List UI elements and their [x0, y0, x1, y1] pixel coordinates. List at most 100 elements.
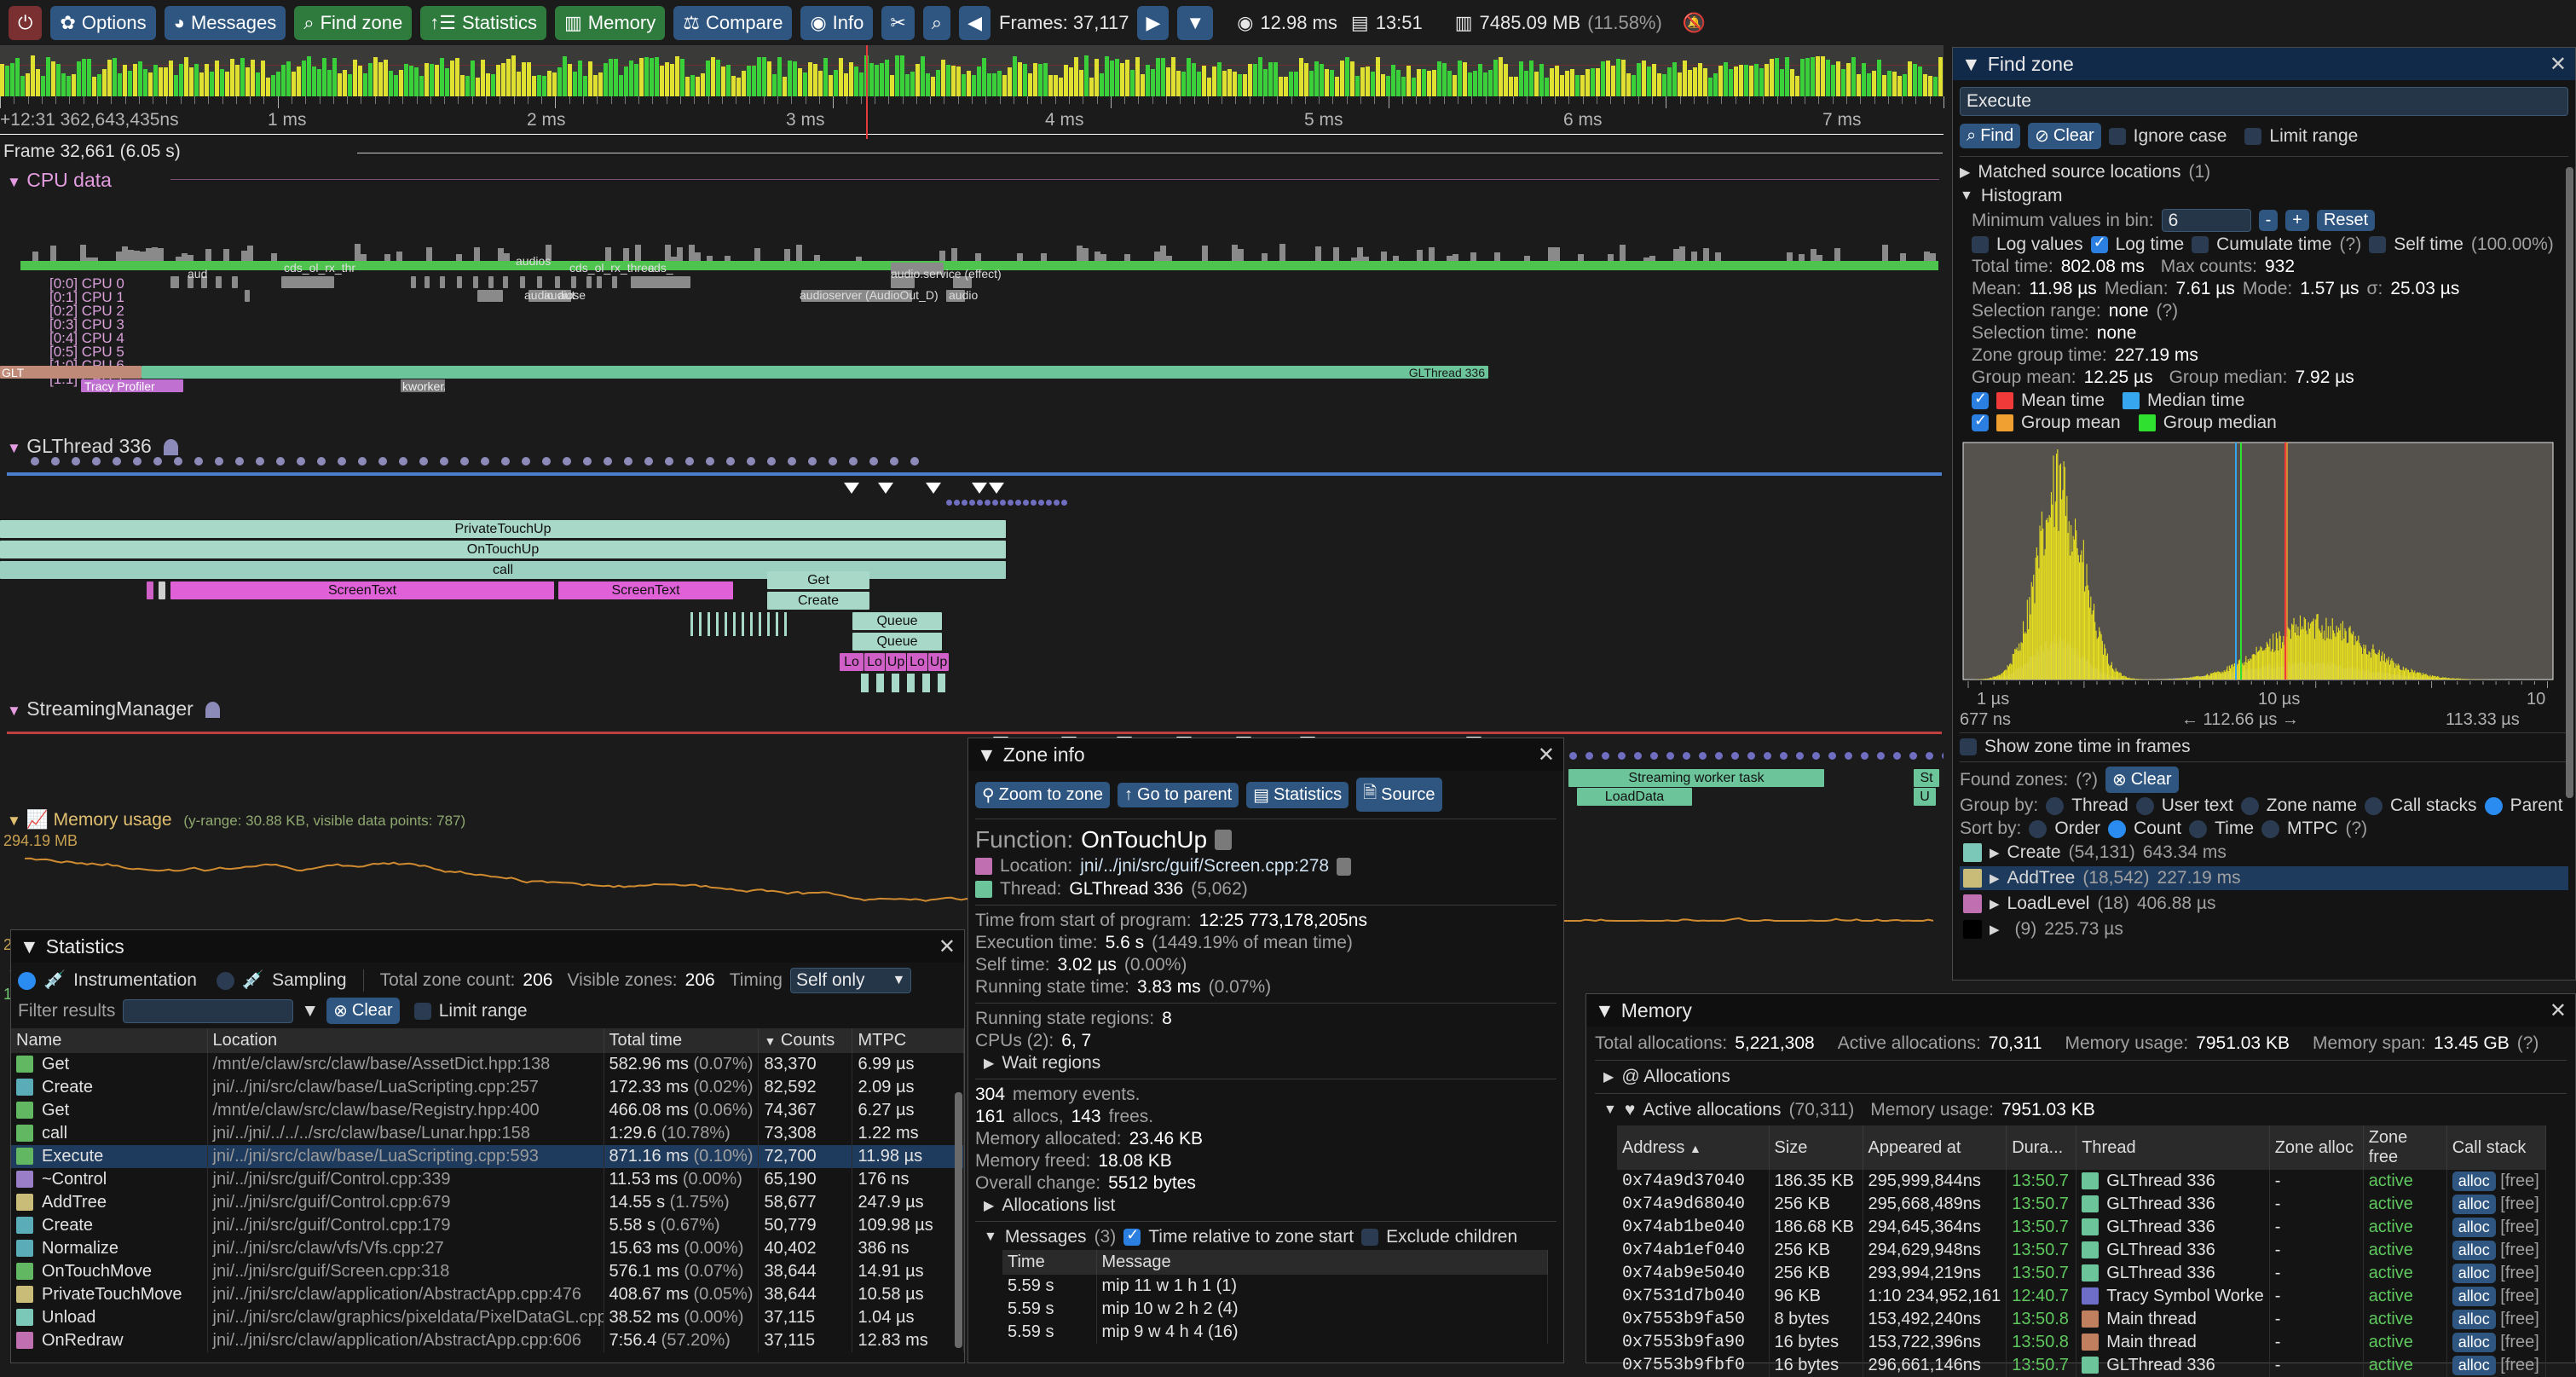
sort-by-radio-2[interactable]: [2189, 820, 2207, 838]
zone-info-titlebar[interactable]: ▼ Zone info ✕: [968, 738, 1563, 771]
frame-bar[interactable]: [880, 63, 884, 96]
frame-bar[interactable]: [1754, 64, 1759, 96]
frame-bar[interactable]: [931, 77, 935, 96]
frame-bar[interactable]: [1672, 62, 1677, 96]
frame-bar[interactable]: [987, 73, 991, 96]
frame-bar[interactable]: [869, 63, 874, 96]
frame-bar[interactable]: [798, 68, 802, 96]
sort-by-radio-3[interactable]: [2261, 820, 2279, 838]
cpu-zone[interactable]: [682, 276, 687, 288]
frame-bar[interactable]: [1555, 66, 1559, 96]
group-by-radio-1[interactable]: [2136, 797, 2154, 815]
frame-bar[interactable]: [312, 67, 316, 96]
frame-bar[interactable]: [399, 70, 403, 96]
timeline-zone[interactable]: St: [1914, 769, 1939, 787]
group-streamingmanager[interactable]: ▼ StreamingManager: [7, 697, 220, 720]
frame-bar[interactable]: [266, 78, 270, 96]
mem-col-zone-alloc[interactable]: Zone alloc: [2269, 1125, 2363, 1170]
frame-bar[interactable]: [1775, 58, 1779, 96]
frame-bar[interactable]: [1064, 65, 1068, 96]
frame-bar[interactable]: [419, 76, 424, 96]
memory-button[interactable]: ▥Memory: [555, 6, 665, 40]
frame-bar[interactable]: [1652, 64, 1656, 96]
frame-bar[interactable]: [1243, 74, 1247, 96]
frame-bar[interactable]: [972, 75, 976, 96]
cpu-zone[interactable]: [232, 276, 238, 288]
mean-time-checkbox[interactable]: [1972, 392, 1989, 409]
frame-bar[interactable]: [143, 69, 147, 96]
frame-bar[interactable]: [696, 77, 700, 96]
frame-bar[interactable]: [476, 78, 480, 96]
frame-bar[interactable]: [1427, 71, 1431, 96]
frame-bar[interactable]: [1391, 65, 1395, 96]
frame-bar[interactable]: [675, 56, 679, 96]
frame-bar[interactable]: [286, 61, 291, 96]
statistics-clear-button[interactable]: ⊗Clear: [326, 998, 400, 1024]
alloc-button[interactable]: alloc: [2452, 1333, 2496, 1352]
frame-bar[interactable]: [997, 71, 1002, 96]
mem-col-size[interactable]: Size: [1769, 1125, 1863, 1170]
alloc-button[interactable]: alloc: [2452, 1287, 2496, 1306]
frame-bar[interactable]: [1084, 55, 1089, 96]
cpu-zone[interactable]: [571, 276, 576, 288]
find-zone-titlebar[interactable]: ▼ Find zone ✕: [1953, 48, 2575, 80]
frame-bar[interactable]: [1115, 59, 1119, 96]
frame-bar[interactable]: [736, 78, 741, 96]
frame-bar[interactable]: [982, 58, 986, 96]
frame-bar[interactable]: [685, 77, 690, 96]
frame-bar[interactable]: [1325, 69, 1329, 96]
frame-bar[interactable]: [772, 74, 777, 96]
cumulate-hint[interactable]: (?): [2340, 234, 2362, 255]
frame-bar[interactable]: [803, 72, 807, 96]
frame-bar[interactable]: [368, 63, 373, 96]
frame-bar[interactable]: [1749, 66, 1753, 96]
frame-bar[interactable]: [511, 55, 516, 96]
frame-bar[interactable]: [276, 72, 280, 96]
group-glthread-336[interactable]: ▼ GLThread 336: [7, 435, 178, 458]
frame-bar[interactable]: [36, 69, 40, 96]
frame-bar[interactable]: [1263, 69, 1268, 96]
cpu-zone[interactable]: [520, 276, 525, 288]
cpu-zone[interactable]: [281, 276, 334, 288]
frame-bar[interactable]: [1519, 61, 1523, 96]
frame-bar[interactable]: [813, 64, 817, 96]
frame-bar[interactable]: [72, 74, 76, 96]
clear-button[interactable]: ⊘Clear: [2028, 123, 2101, 149]
frame-bar[interactable]: [1432, 70, 1436, 96]
frame-bar[interactable]: [1688, 70, 1692, 96]
frame-bar[interactable]: [839, 58, 843, 96]
frame-bar[interactable]: [1233, 72, 1237, 96]
frame-bar[interactable]: [1560, 75, 1564, 96]
frame-bar[interactable]: [1120, 63, 1124, 96]
frame-bar[interactable]: [1545, 78, 1549, 96]
mem-col-duration[interactable]: Dura...: [2007, 1125, 2076, 1170]
frame-bar[interactable]: [297, 67, 301, 96]
frame-bar[interactable]: [15, 58, 20, 96]
frame-bar[interactable]: [481, 60, 485, 96]
frame-bar[interactable]: [1350, 61, 1354, 96]
alloc-button[interactable]: alloc: [2452, 1218, 2496, 1237]
frame-bar[interactable]: [1683, 61, 1687, 96]
cpu-zone[interactable]: [537, 276, 542, 288]
frame-bar[interactable]: [1928, 76, 1932, 96]
frame-bar[interactable]: [1381, 74, 1385, 96]
frame-bar[interactable]: [169, 61, 173, 96]
frame-bar[interactable]: [1023, 64, 1027, 96]
frame-bar[interactable]: [1176, 71, 1181, 96]
frame-bar[interactable]: [1253, 64, 1257, 96]
frame-bar[interactable]: [1647, 67, 1651, 96]
cpu-zone[interactable]: [656, 276, 661, 288]
frame-bar[interactable]: [1499, 57, 1503, 96]
frame-bar[interactable]: [1187, 58, 1191, 96]
selection-hint[interactable]: (?): [2157, 301, 2179, 321]
frame-bar[interactable]: [1422, 69, 1426, 96]
timeline-zone[interactable]: Lo: [907, 653, 927, 671]
frame-bar[interactable]: [92, 77, 96, 96]
frame-bar[interactable]: [1601, 61, 1605, 96]
frame-bar[interactable]: [522, 62, 526, 96]
